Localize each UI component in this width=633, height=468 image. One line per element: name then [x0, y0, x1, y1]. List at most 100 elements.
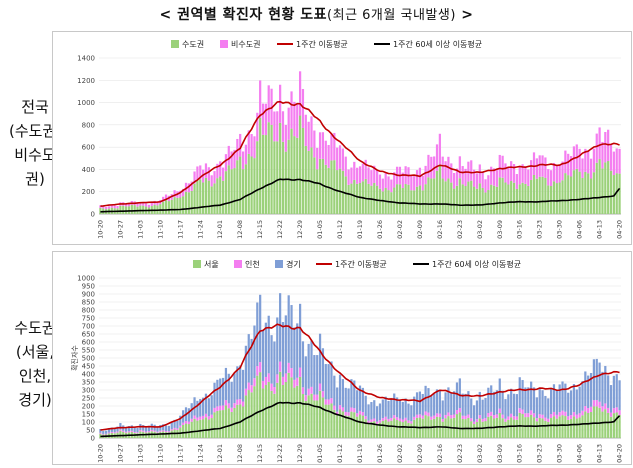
bar-segment: [224, 154, 228, 172]
bar-segment: [259, 294, 262, 363]
y-tick-label: 400: [82, 166, 95, 174]
bar-segment: [410, 405, 413, 422]
region-label-line: (서울,: [15, 343, 55, 361]
bar-segment: [279, 371, 282, 438]
bar-segment: [187, 424, 190, 438]
bar-segment: [356, 183, 359, 214]
bar-segment: [587, 375, 590, 409]
bar-segment: [264, 103, 267, 136]
bar-segment: [495, 170, 499, 187]
bar-segment: [338, 374, 342, 406]
bar-segment: [504, 163, 507, 183]
y-tick-label: 550: [82, 347, 95, 355]
bar-segment: [324, 164, 327, 214]
legend-bar-swatch: [171, 40, 179, 48]
bar-segment: [550, 418, 553, 438]
bar-segment: [202, 415, 205, 420]
bar-segment: [535, 397, 538, 419]
x-tick-label: 02-09: [416, 444, 424, 463]
bar-segment: [241, 169, 245, 214]
bar-segment: [353, 408, 356, 413]
bar-segment: [273, 141, 276, 214]
bar-segment: [187, 183, 190, 193]
region-label-line: 전국: [21, 98, 49, 116]
bar-segment: [105, 207, 108, 210]
bar-segment: [310, 386, 313, 394]
bar-segment: [184, 182, 188, 192]
chart-panel-capital: 0 50 100 150 200 250 300 350 400 450 500 550 600 650 7…: [52, 251, 632, 465]
bar-segment: [227, 165, 230, 214]
bar-segment: [612, 413, 615, 438]
y-tick-label: 650: [82, 331, 95, 339]
bar-segment: [267, 122, 270, 214]
bar-segment: [415, 392, 419, 415]
bar-segment: [584, 171, 587, 214]
bar-segment: [244, 388, 248, 396]
region-label-line: 경기): [18, 391, 52, 409]
y-tick-label: 400: [82, 371, 95, 379]
bar-segment: [544, 157, 547, 178]
bar-segment: [219, 410, 222, 438]
y-tick-label: 0: [91, 211, 95, 219]
legend-label: 1주간 이동평균: [335, 259, 387, 269]
bar-segment: [261, 134, 265, 214]
bar-segment: [187, 408, 190, 422]
bar-segment: [190, 190, 193, 214]
bar-segment: [413, 176, 416, 191]
bar-segment: [384, 396, 387, 417]
bar-segment: [259, 362, 262, 373]
bar-segment: [361, 415, 364, 438]
senior-moving-average-line: [100, 401, 621, 438]
x-tick-label: 02-23: [456, 444, 464, 463]
bar-segment: [276, 374, 279, 383]
bar-segment: [547, 421, 550, 438]
bar-segment: [495, 417, 499, 438]
bar-segment: [413, 419, 416, 438]
bar-segment: [224, 367, 228, 401]
bar-segment: [196, 417, 199, 421]
bar-segment: [202, 169, 205, 183]
bar-segment: [307, 343, 310, 389]
bar-segment: [601, 411, 604, 438]
bar-segment: [415, 414, 419, 418]
x-tick-label: 03-16: [516, 444, 524, 463]
bar-segment: [99, 207, 102, 214]
bar-segment: [518, 166, 521, 185]
x-tick-label: 04-20: [616, 220, 624, 239]
bar-segment: [350, 407, 353, 412]
bar-segment: [492, 168, 496, 186]
bar-segment: [313, 355, 316, 395]
bar-segment: [498, 177, 501, 214]
bar-segment: [241, 406, 245, 438]
bar-segment: [455, 410, 459, 415]
bar-segment: [569, 156, 573, 177]
bar-segment: [481, 187, 484, 214]
bar-segment: [567, 153, 570, 176]
bar-segment: [595, 406, 598, 438]
bar-segment: [147, 431, 151, 433]
bar-segment: [250, 338, 253, 386]
bar-segment: [336, 170, 339, 214]
bar-segment: [204, 163, 208, 178]
bar-segment: [398, 184, 402, 214]
bar-segment: [464, 186, 467, 214]
bar-segment: [344, 415, 347, 438]
bar-segment: [190, 418, 193, 422]
bar-segment: [264, 385, 267, 438]
title-close: >: [455, 7, 474, 23]
y-tick-label: 100: [82, 419, 95, 427]
region-label-line: 인천,: [18, 367, 52, 385]
bar-segment: [615, 148, 618, 174]
bar-segment: [270, 335, 273, 384]
bar-segment: [336, 147, 339, 171]
y-tick-label: 300: [82, 387, 95, 395]
bar-segment: [504, 421, 507, 438]
bar-segment: [541, 176, 544, 214]
y-tick-label: 850: [82, 299, 95, 307]
bar-segment: [532, 387, 536, 414]
bar-segment: [281, 111, 285, 142]
bar-segment: [472, 405, 476, 422]
bar-segment: [515, 174, 518, 189]
bar-segment: [253, 136, 256, 159]
bar-segment: [575, 414, 578, 419]
